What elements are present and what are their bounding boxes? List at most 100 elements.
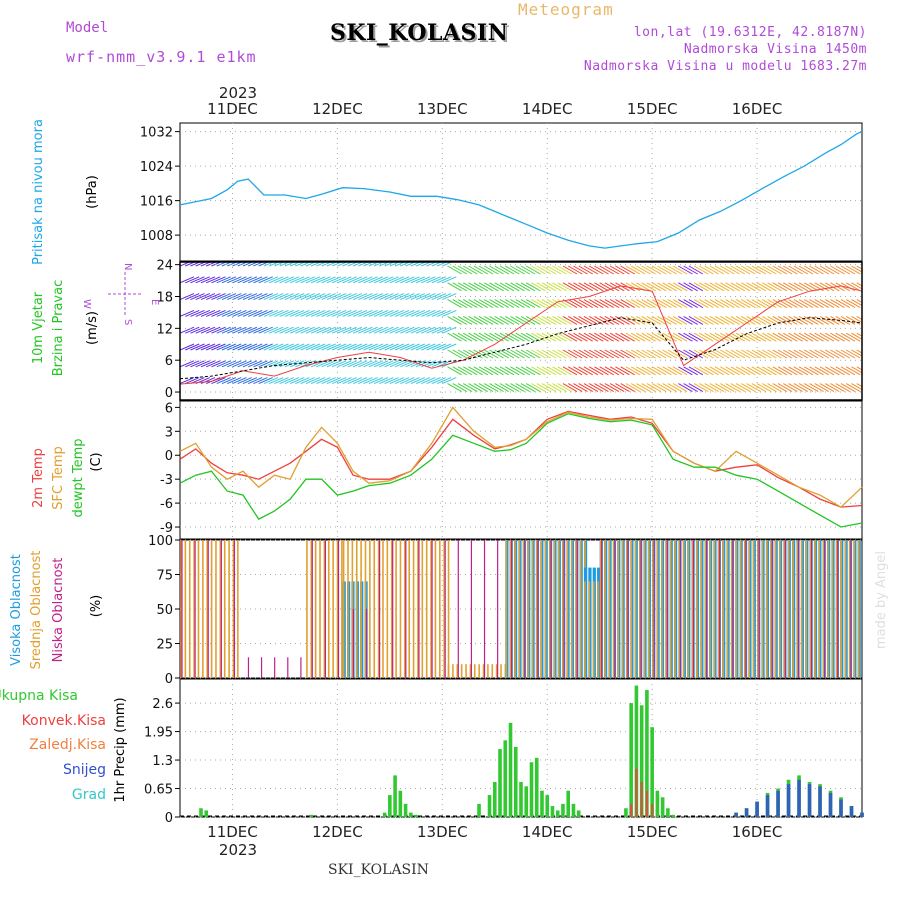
- wind-barb: [463, 315, 478, 325]
- wind-barb: [321, 377, 336, 385]
- wind-barb: [604, 282, 620, 292]
- day-label-top: 16DEC: [732, 100, 783, 118]
- wind-barb: [442, 343, 457, 351]
- wind-barb: [583, 315, 599, 325]
- wind-barb: [667, 282, 683, 292]
- wind-barb: [452, 265, 468, 275]
- wind-barb: [835, 332, 851, 342]
- wind-barb: [452, 349, 468, 359]
- wind-barb: [347, 343, 363, 351]
- wind-barb: [520, 332, 536, 342]
- wind-barb: [851, 349, 862, 357]
- wind-barb: [699, 265, 714, 275]
- wind-barb: [741, 265, 756, 275]
- wind-barb: [379, 293, 394, 301]
- wind-barb: [358, 360, 373, 368]
- wind-barb: [180, 343, 195, 351]
- wind-barb: [536, 282, 551, 292]
- wind-barb: [809, 265, 824, 275]
- wind-barb: [578, 315, 593, 325]
- wind-barb: [840, 265, 856, 275]
- wind-barb: [305, 293, 321, 301]
- wind-barb: [793, 265, 809, 275]
- precip-bar-total: [513, 746, 518, 817]
- wind-barb: [237, 377, 252, 385]
- wind-barb: [835, 349, 851, 359]
- wind-barb: [746, 315, 761, 325]
- wind-barb: [588, 383, 604, 393]
- wind-barb: [321, 326, 336, 334]
- wind-barb: [211, 377, 226, 385]
- wind-barb: [804, 299, 819, 309]
- wind-barb: [211, 276, 226, 284]
- wind-barb: [856, 383, 862, 388]
- wind-barb: [242, 343, 258, 351]
- wind-barb: [756, 366, 772, 376]
- wind-barb: [840, 383, 856, 393]
- wind-barb: [777, 265, 793, 275]
- wind-barb: [426, 360, 441, 368]
- wind-barb: [227, 343, 242, 351]
- wind-barb: [819, 349, 835, 359]
- wind-barb: [484, 265, 499, 275]
- wind-barb: [777, 282, 793, 292]
- wind-barb: [798, 315, 814, 325]
- wind-barb: [751, 282, 767, 292]
- wind-barb: [751, 299, 767, 309]
- wind-barb: [814, 265, 830, 275]
- temp-unit: (C): [89, 452, 104, 471]
- wind-barb: [436, 262, 448, 267]
- wind-barb: [405, 360, 420, 368]
- wind-barb: [531, 349, 546, 359]
- wind-barb: [274, 343, 289, 351]
- wind-barb: [410, 377, 426, 385]
- wind-barb: [515, 315, 531, 325]
- precip-bar-total: [414, 814, 418, 817]
- wind-barb: [573, 383, 588, 393]
- wind-barb: [636, 366, 651, 376]
- wind-barb: [289, 293, 305, 301]
- wind-barb: [352, 360, 368, 368]
- wind-barb: [310, 360, 326, 368]
- wind-barb: [814, 366, 830, 376]
- wind-barb: [400, 326, 415, 334]
- wind-barb: [494, 332, 510, 342]
- wind-barb: [368, 309, 384, 317]
- wind-barb: [180, 276, 195, 284]
- wind-barb: [804, 315, 819, 325]
- wind-barb: [552, 383, 567, 393]
- wind-barb: [400, 262, 411, 267]
- wind-barb: [604, 349, 620, 359]
- wind-barb: [756, 349, 772, 359]
- wind-barb: [793, 332, 809, 342]
- wind-barb: [793, 366, 809, 376]
- wind-barb: [762, 299, 777, 309]
- precip-bar-snow: [776, 790, 780, 817]
- wind-barb: [436, 377, 452, 385]
- wind-barb: [180, 326, 195, 334]
- wind-barb: [363, 343, 378, 351]
- wind-barb: [625, 299, 641, 309]
- compass-rose: N S E W: [81, 263, 160, 325]
- wind-barb: [248, 309, 263, 317]
- wind-barb: [489, 315, 504, 325]
- wind-barb: [861, 266, 862, 267]
- wind-barb: [620, 265, 635, 275]
- wind-barb: [599, 366, 614, 376]
- wind-barb: [641, 299, 656, 309]
- wind-barb: [263, 343, 279, 351]
- wind-barb: [180, 377, 195, 385]
- wind-barb: [672, 383, 688, 393]
- wind-barb: [678, 265, 693, 275]
- wind-barb: [615, 383, 630, 393]
- wind-barb: [709, 349, 725, 359]
- wind-barb: [400, 343, 415, 351]
- wind-barb: [342, 262, 354, 267]
- wind-barb: [840, 332, 856, 342]
- wind-barb: [667, 383, 683, 393]
- wind-barb: [609, 315, 625, 325]
- wind-barb: [567, 366, 583, 376]
- wind-barb: [253, 343, 268, 351]
- wind-barb: [678, 383, 693, 393]
- wind-barb: [730, 299, 746, 309]
